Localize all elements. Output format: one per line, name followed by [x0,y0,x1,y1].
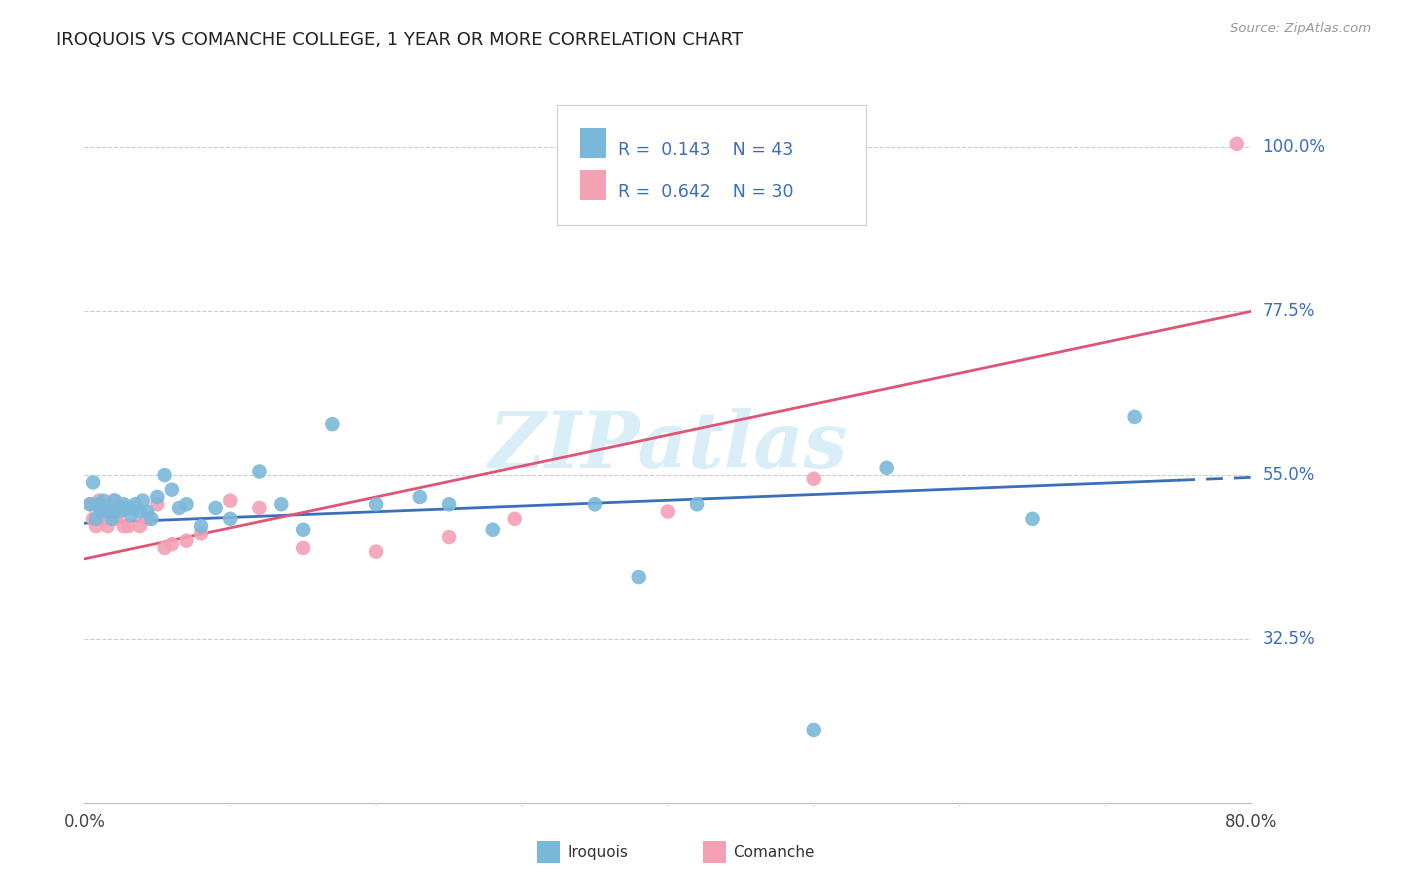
Point [82,475,104,490]
Point [249,465,271,479]
Text: ZIPatlas: ZIPatlas [488,408,848,484]
Point [107,504,129,518]
Point [292,541,315,555]
Point [153,541,176,555]
Point [249,500,271,515]
Point [89,504,111,518]
Point [503,512,526,526]
Point [128,504,150,518]
Point [321,417,343,432]
Point [1021,512,1043,526]
Text: Source: ZipAtlas.com: Source: ZipAtlas.com [1230,22,1371,36]
Point [204,500,226,515]
Text: 55.0%: 55.0% [1263,467,1315,484]
Point [79,497,101,511]
Point [1123,409,1146,424]
Point [160,537,183,551]
Point [409,490,432,504]
Point [117,519,139,533]
Point [1226,136,1249,151]
Point [141,512,163,526]
FancyBboxPatch shape [537,840,561,863]
Point [153,468,176,483]
Point [167,500,190,515]
Point [176,533,198,548]
Point [100,512,122,526]
Point [124,497,146,511]
FancyBboxPatch shape [703,840,727,863]
Point [160,483,183,497]
Point [146,490,169,504]
Point [94,500,117,515]
Point [86,497,108,511]
Point [292,523,315,537]
Point [219,512,242,526]
Point [79,497,101,511]
Point [121,500,143,515]
Point [657,504,679,518]
Point [437,497,460,511]
FancyBboxPatch shape [581,128,606,159]
Point [437,530,460,544]
Point [803,472,825,486]
Point [190,519,212,533]
Point [84,512,107,526]
Point [103,493,125,508]
FancyBboxPatch shape [581,169,606,200]
Point [190,526,212,541]
Point [96,504,118,518]
Point [366,497,388,511]
Point [366,544,388,558]
Point [97,519,120,533]
Text: IROQUOIS VS COMANCHE COLLEGE, 1 YEAR OR MORE CORRELATION CHART: IROQUOIS VS COMANCHE COLLEGE, 1 YEAR OR … [56,31,744,49]
Point [686,497,709,511]
Point [90,512,112,526]
Point [270,497,292,511]
Point [583,497,606,511]
Point [101,512,124,526]
Text: Comanche: Comanche [733,846,814,860]
Point [128,519,150,533]
Point [110,504,132,518]
Point [91,493,114,508]
Point [105,512,128,526]
Text: R =  0.143    N = 43: R = 0.143 N = 43 [617,141,793,160]
Point [117,500,139,515]
Point [803,723,825,737]
Text: 77.5%: 77.5% [1263,302,1315,320]
Point [98,504,121,518]
Point [146,497,169,511]
Point [136,512,159,526]
Text: 100.0%: 100.0% [1263,138,1326,156]
Point [84,519,107,533]
Point [176,497,198,511]
Point [110,500,132,515]
Point [112,519,135,533]
Text: R =  0.642    N = 30: R = 0.642 N = 30 [617,184,793,202]
Point [104,493,127,508]
Point [120,508,142,523]
Point [87,493,110,508]
Point [136,504,159,518]
Point [82,512,104,526]
Point [112,497,135,511]
Text: 32.5%: 32.5% [1263,630,1315,648]
Point [132,493,155,508]
Point [219,493,242,508]
FancyBboxPatch shape [557,105,866,225]
Point [876,460,898,475]
Text: Iroquois: Iroquois [568,846,628,860]
Point [627,570,650,584]
Point [482,523,505,537]
